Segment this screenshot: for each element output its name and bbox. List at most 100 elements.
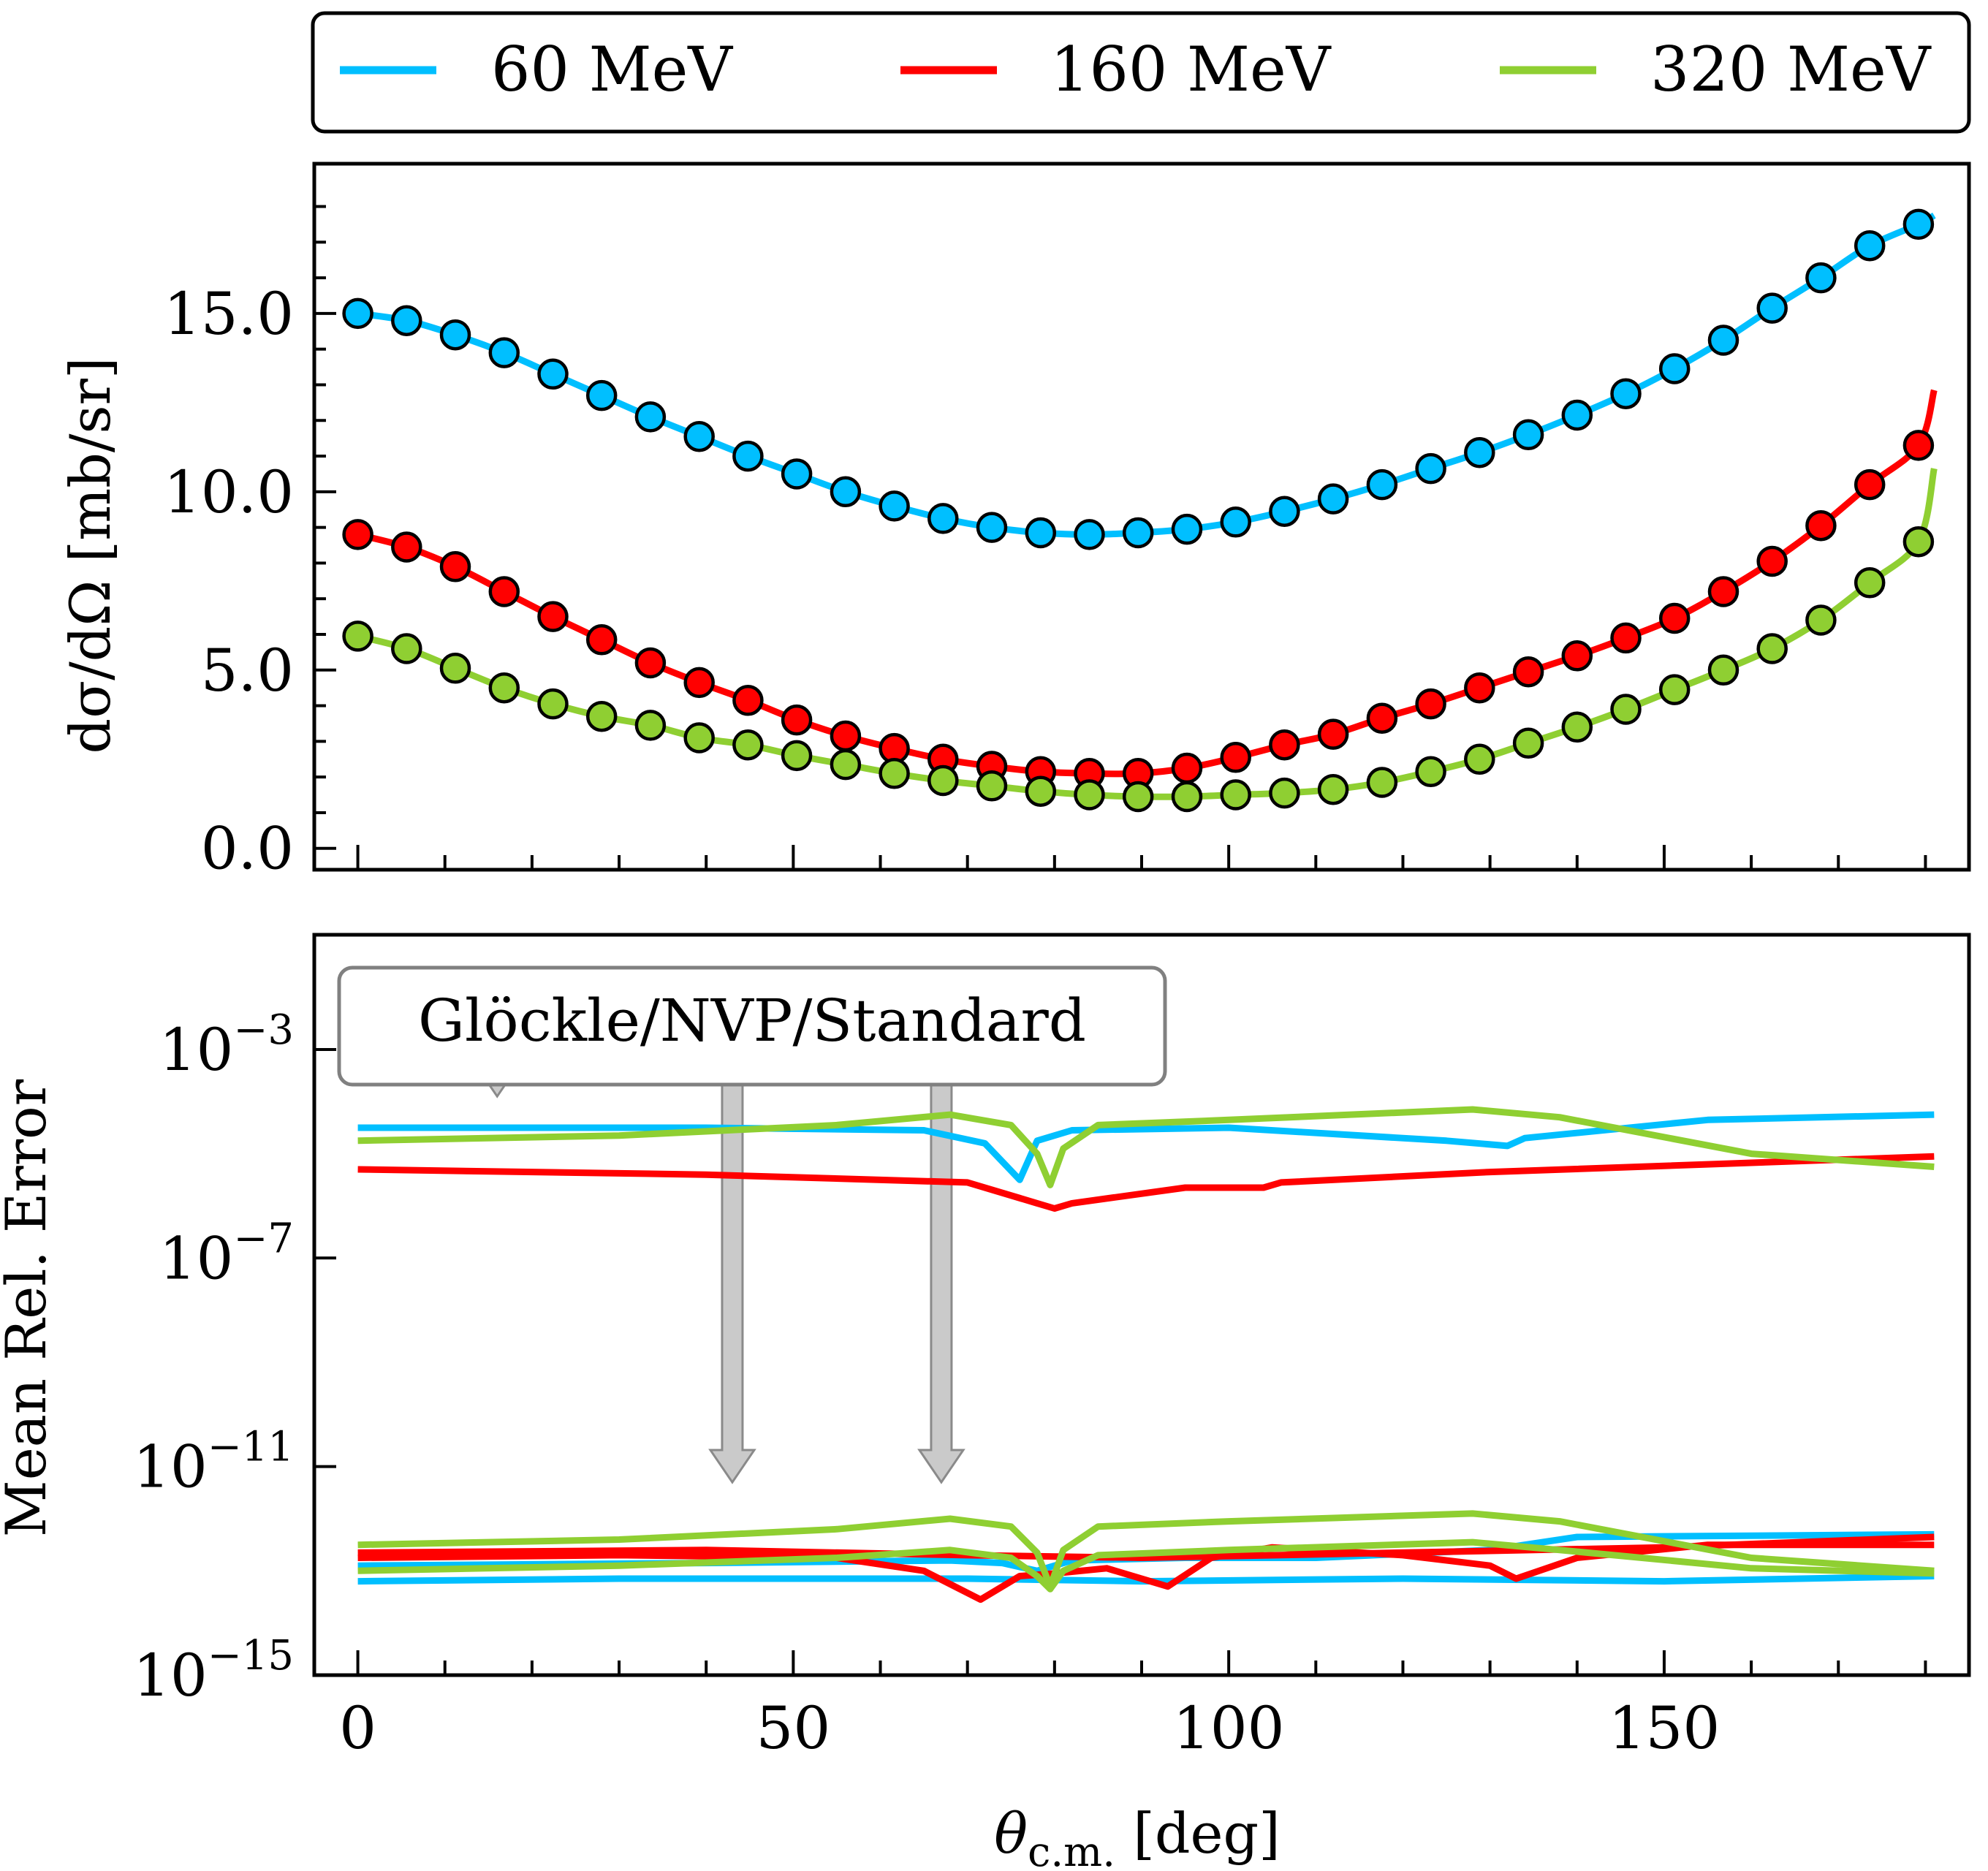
- top-marker: [342, 297, 373, 330]
- top-marker: [1756, 633, 1788, 664]
- annotation-label: Glöckle/NVP/Standard: [418, 987, 1086, 1055]
- top-marker: [1415, 756, 1446, 788]
- legend-label-320: 320 MeV: [1650, 34, 1932, 105]
- bottom-x-tick-label: 50: [756, 1694, 830, 1762]
- top-marker: [879, 758, 910, 789]
- top-marker: [1171, 752, 1203, 784]
- top-marker: [537, 688, 569, 720]
- error-curve-5: [357, 1541, 1935, 1604]
- bottom-frame: [312, 933, 1971, 1677]
- top-marker: [1317, 483, 1349, 515]
- top-marker: [1512, 727, 1544, 759]
- top-marker: [781, 704, 813, 736]
- top-marker: [781, 740, 813, 772]
- legend-label-160: 160 MeV: [1050, 34, 1332, 105]
- annotation-arrow-1: [708, 1043, 756, 1484]
- top-y-tick-label: 10.0: [164, 458, 294, 526]
- legend: 60 MeV 160 MeV 320 MeV: [311, 11, 1971, 134]
- top-marker: [488, 576, 520, 607]
- annotation-arrows: [473, 1043, 965, 1484]
- bottom-panel: 10−15 10−11 10−7 10−3 0 50 100 150 Glöckle/NVP/…: [0, 933, 1971, 1871]
- top-marker: [830, 748, 862, 781]
- annotation-arrow-2: [917, 1043, 965, 1484]
- top-marker: [1854, 229, 1886, 262]
- top-marker: [1805, 509, 1837, 542]
- top-y-tick-label: 0.0: [201, 815, 294, 883]
- bottom-y-tick-label: 10−7: [159, 1215, 294, 1292]
- top-marker: [1220, 779, 1251, 811]
- top-marker: [1074, 779, 1105, 811]
- top-marker: [1269, 777, 1300, 809]
- top-curve-0: [357, 212, 1936, 538]
- top-marker: [342, 620, 373, 652]
- top-y-axis-label: dσ/dΩ [mb/sr]: [58, 357, 123, 754]
- top-marker: [1707, 654, 1740, 686]
- top-marker: [830, 720, 862, 752]
- top-marker: [634, 401, 667, 433]
- top-marker: [1220, 506, 1251, 538]
- top-marker: [1610, 378, 1642, 409]
- top-marker: [927, 503, 959, 534]
- top-marker: [976, 770, 1008, 802]
- top-marker: [1366, 702, 1398, 734]
- top-marker: [1025, 775, 1057, 807]
- bottom-x-tick-label: 150: [1609, 1694, 1720, 1762]
- top-marker: [1464, 672, 1495, 704]
- annotation-box: Glöckle/NVP/Standard: [337, 965, 1167, 1087]
- top-y-tick-label: 15.0: [164, 280, 294, 348]
- top-marker: [781, 458, 813, 490]
- top-marker: [1122, 517, 1154, 549]
- bottom-curves: [357, 1106, 1935, 1604]
- bottom-ticks: 10−15 10−11 10−7 10−3 0 50 100 150: [133, 1006, 1927, 1762]
- top-marker: [1902, 208, 1935, 240]
- top-marker: [1707, 576, 1740, 607]
- top-marker: [879, 490, 910, 522]
- top-marker: [488, 337, 520, 368]
- top-marker: [1658, 353, 1691, 384]
- bottom-x-tick-label: 0: [339, 1694, 376, 1762]
- top-marker: [634, 710, 667, 741]
- x-axis-label: θc.m. [deg]: [994, 1801, 1281, 1871]
- top-marker: [683, 722, 715, 754]
- top-marker: [1171, 781, 1203, 813]
- top-marker: [1415, 452, 1446, 485]
- legend-box: [311, 11, 1971, 134]
- top-marker: [976, 512, 1008, 543]
- top-marker: [1561, 640, 1593, 672]
- top-panel: 0.0 5.0 10.0 15.0 dσ/dΩ [mb/sr]: [58, 162, 1971, 883]
- top-ticks: 0.0 5.0 10.0 15.0: [164, 205, 1927, 883]
- top-marker: [537, 601, 569, 632]
- top-marker: [1658, 602, 1691, 634]
- top-marker: [1658, 674, 1691, 705]
- top-marker: [1756, 292, 1788, 324]
- top-marker: [1415, 688, 1446, 720]
- annotation-frame: [337, 965, 1167, 1087]
- top-marker: [585, 379, 618, 411]
- error-curve-7: [357, 1510, 1935, 1590]
- top-marker: [830, 476, 862, 508]
- top-marker: [585, 700, 618, 732]
- top-marker: [1854, 468, 1886, 501]
- top-marker: [1220, 742, 1251, 773]
- top-marker: [1464, 436, 1495, 468]
- top-marker: [1025, 517, 1057, 549]
- error-curve-0: [357, 1111, 1935, 1183]
- top-frame: [312, 162, 1971, 872]
- top-marker: [732, 685, 764, 716]
- top-marker: [585, 624, 618, 656]
- top-marker: [732, 440, 764, 472]
- top-marker: [634, 647, 667, 679]
- top-markers: [342, 208, 1935, 813]
- top-marker: [1122, 781, 1154, 813]
- top-marker: [391, 305, 422, 336]
- top-marker: [927, 764, 959, 797]
- top-marker: [439, 319, 471, 351]
- top-marker: [391, 633, 422, 664]
- top-marker: [1854, 567, 1886, 599]
- top-marker: [1707, 325, 1740, 356]
- error-curve-8: [357, 1538, 1935, 1593]
- top-marker: [1561, 399, 1593, 431]
- top-marker: [1902, 525, 1935, 558]
- top-marker: [1512, 419, 1544, 451]
